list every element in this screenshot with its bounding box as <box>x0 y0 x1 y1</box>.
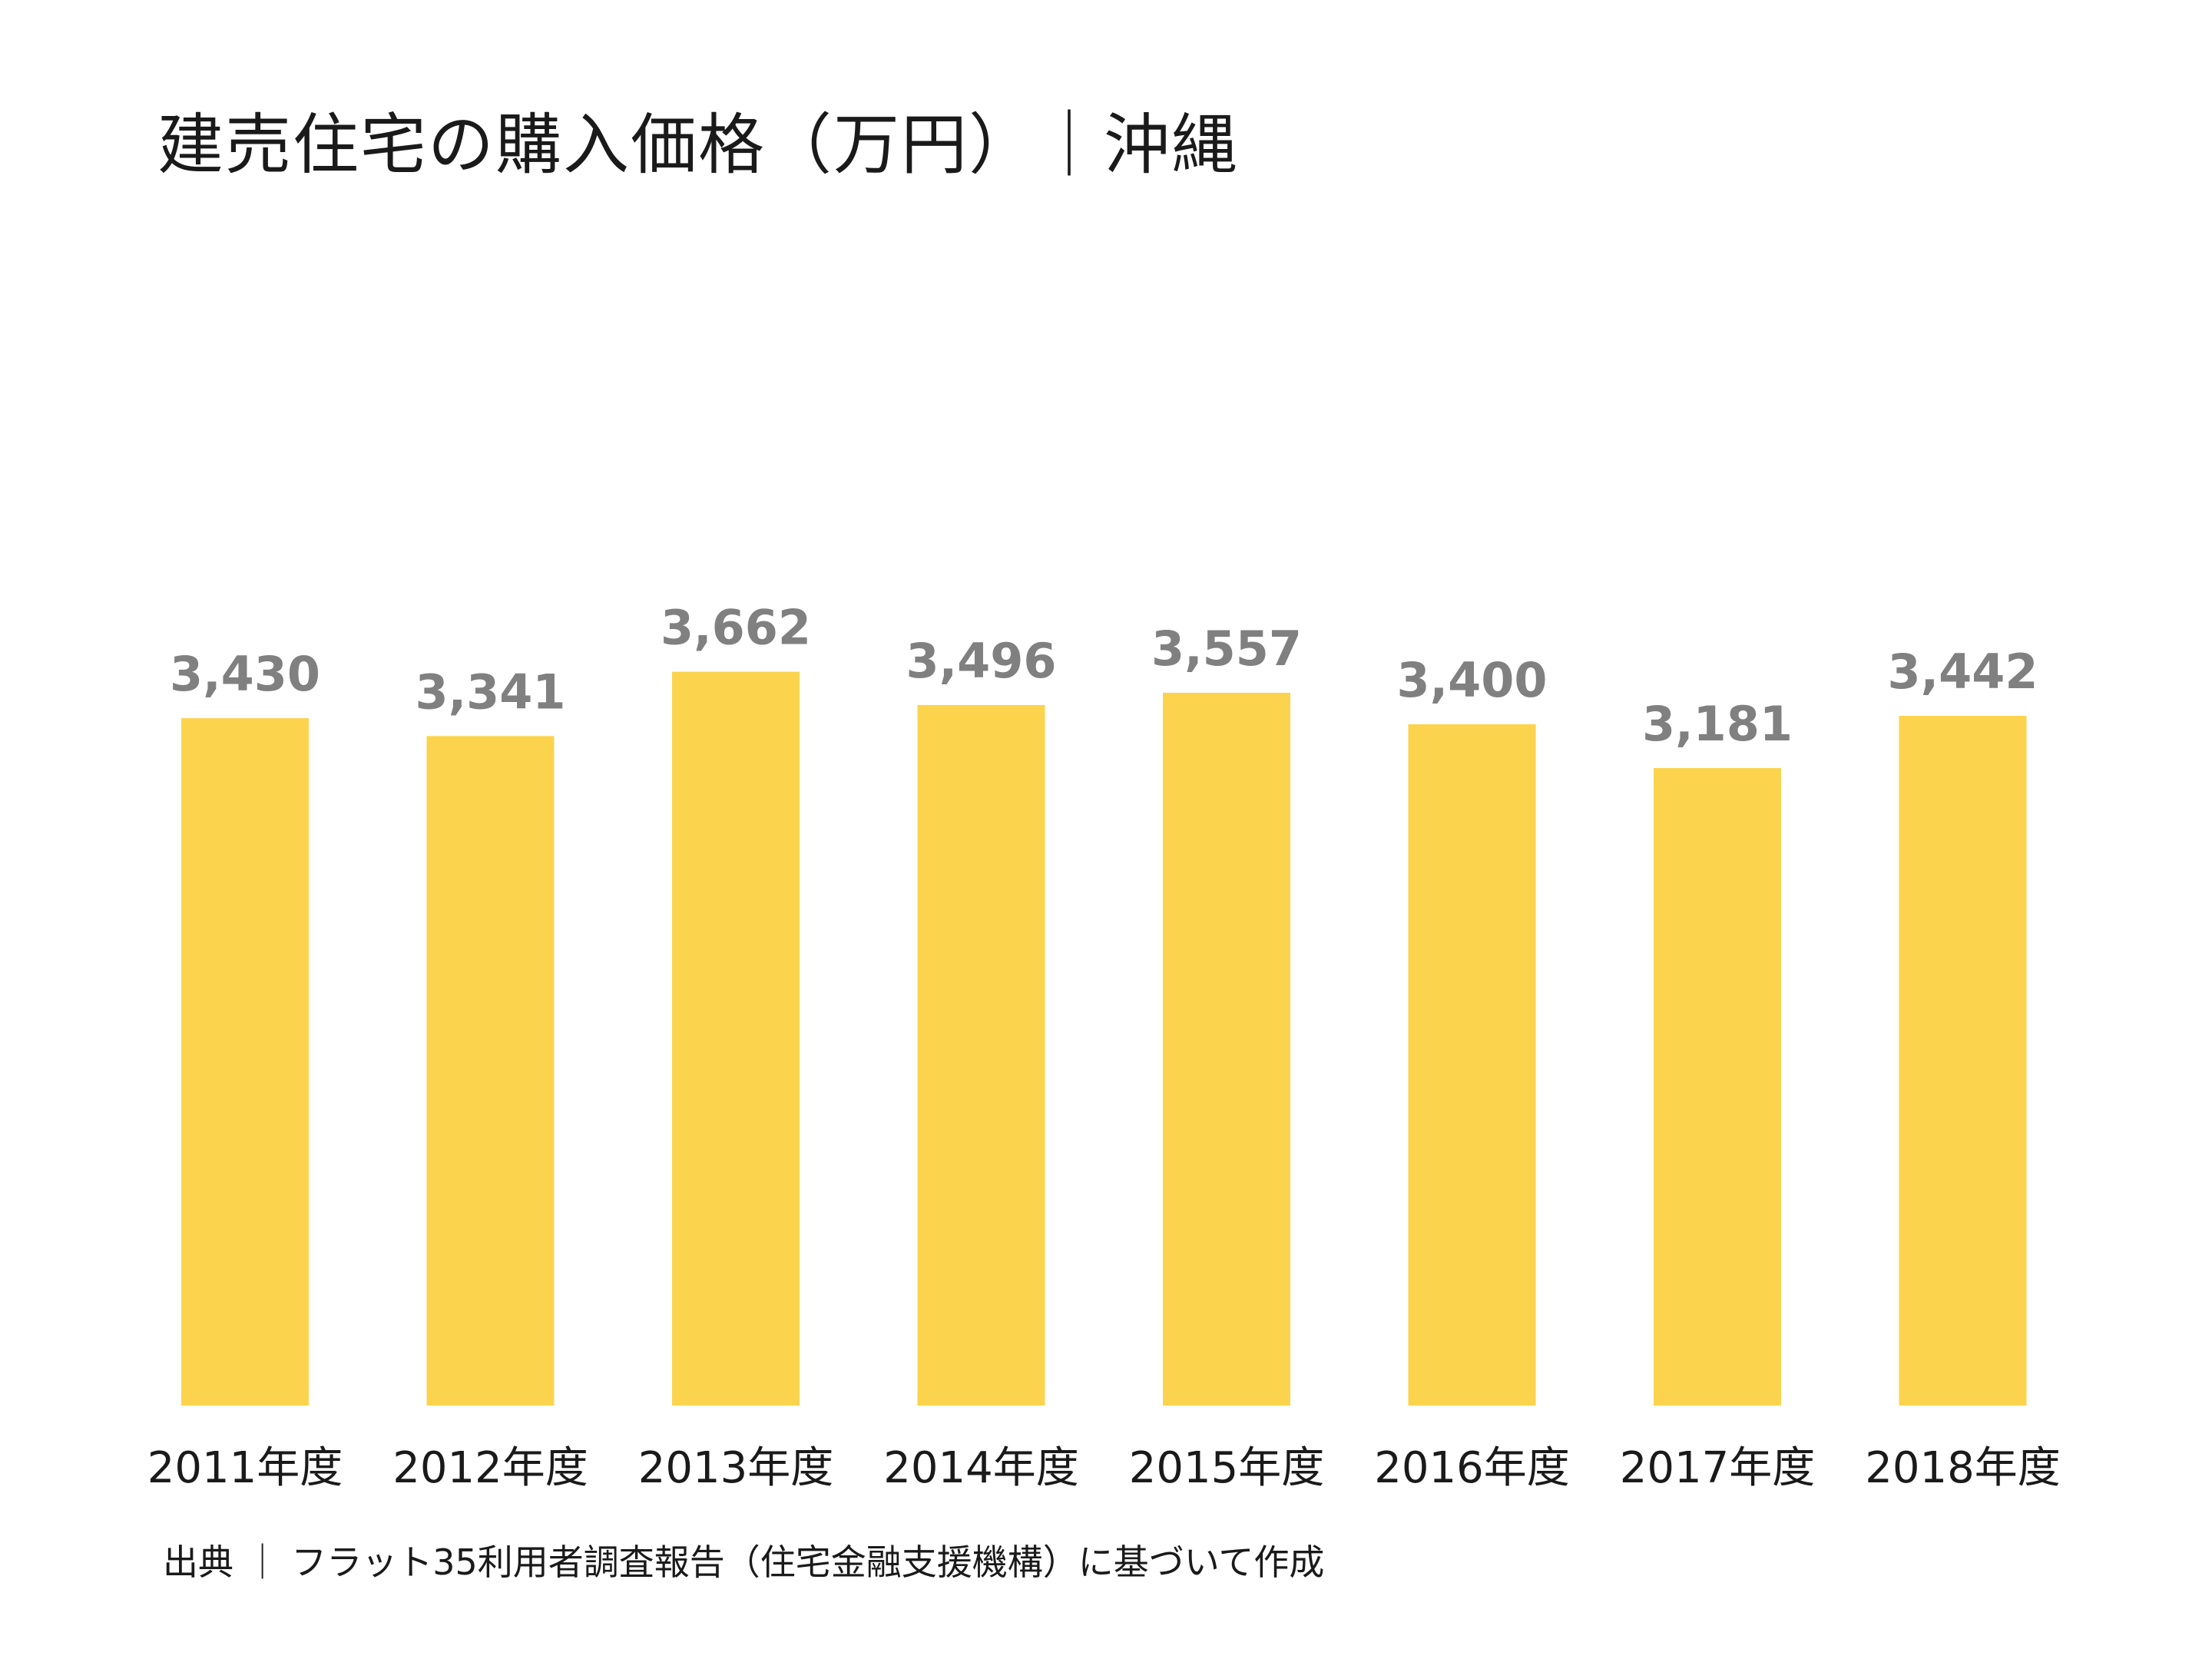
source-note: 出典 ｜ フラット35利用者調査報告（住宅金融支援機構）に基づいて作成 <box>163 1541 1325 1583</box>
value-label: 3,341 <box>415 664 565 720</box>
category-label: 2013年度 <box>638 1443 834 1493</box>
bar-2018年度 <box>1899 715 2027 1406</box>
value-label: 3,442 <box>1887 644 2038 700</box>
bar-2013年度 <box>672 671 800 1406</box>
category-label: 2016年度 <box>1374 1443 1570 1493</box>
bar-2017年度 <box>1654 768 1781 1406</box>
category-label: 2012年度 <box>392 1443 588 1493</box>
bar-2014年度 <box>917 704 1045 1406</box>
value-label: 3,430 <box>170 646 320 702</box>
bar-2012年度 <box>426 736 555 1406</box>
chart-title: 建売住宅の購入価格（万円）｜沖縄 <box>157 107 1239 184</box>
bars-group <box>181 671 2027 1406</box>
value-label: 3,496 <box>906 633 1056 689</box>
category-label: 2011年度 <box>147 1443 343 1493</box>
value-label: 3,662 <box>661 600 811 656</box>
value-labels-group: 3,430 3,341 3,662 3,496 3,557 3,400 3,181 3,442 <box>170 600 2038 752</box>
category-label: 2015年度 <box>1129 1443 1325 1493</box>
category-labels-group: 2011年度 2012年度 2013年度 2014年度 2015年度 2016年度 2017… <box>147 1443 2061 1493</box>
value-label: 3,181 <box>1642 696 1793 752</box>
category-label: 2018年度 <box>1865 1443 2061 1493</box>
bar-2011年度 <box>181 718 309 1406</box>
category-label: 2014年度 <box>883 1443 1079 1493</box>
bar-2015年度 <box>1163 692 1290 1406</box>
category-label: 2017年度 <box>1620 1443 1816 1493</box>
value-label: 3,400 <box>1396 652 1547 708</box>
value-label: 3,557 <box>1151 621 1302 677</box>
bar-2016年度 <box>1408 724 1536 1406</box>
